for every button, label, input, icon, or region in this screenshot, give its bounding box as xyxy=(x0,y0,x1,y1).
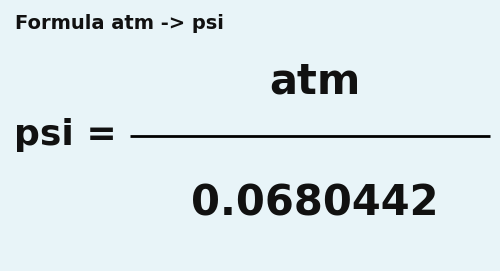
Text: atm: atm xyxy=(270,60,360,102)
Text: psi =: psi = xyxy=(14,118,117,153)
Text: Formula atm -> psi: Formula atm -> psi xyxy=(15,14,224,33)
Text: 0.0680442: 0.0680442 xyxy=(191,182,439,224)
